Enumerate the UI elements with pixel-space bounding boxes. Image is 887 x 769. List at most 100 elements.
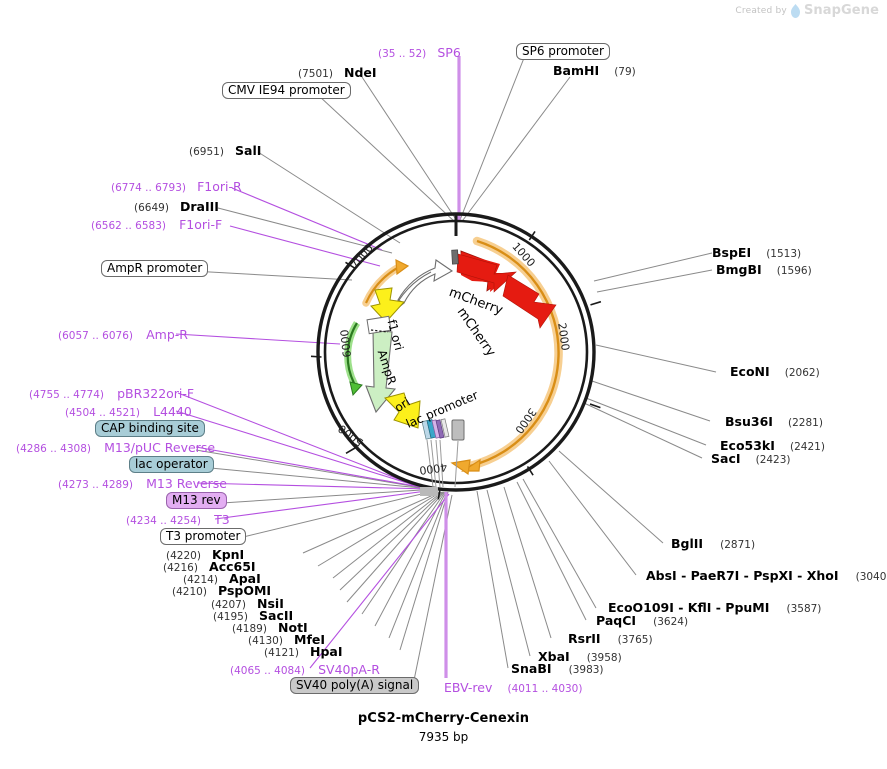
label-sp6-promoter[interactable]: SP6 promoter — [516, 43, 610, 60]
plasmid-size: 7935 bp — [418, 730, 469, 744]
ori-arrow — [384, 392, 421, 429]
bsu36i-enzyme: Bsu36I — [725, 414, 773, 429]
label-ndei[interactable]: (7501) NdeI — [298, 64, 377, 80]
sv40pa-r-name: SV40pA-R — [318, 662, 380, 677]
label-apai[interactable]: (4214) ApaI — [183, 570, 261, 586]
label-kpni[interactable]: (4220) KpnI — [166, 546, 244, 562]
paqci-position: (3624) — [653, 616, 689, 628]
rsrii-position: (3765) — [617, 634, 653, 646]
econi-enzyme: EcoNI — [730, 364, 770, 379]
pspomi-enzyme: PspOMI — [218, 583, 272, 598]
ebv-rev-name: EBV-rev — [444, 680, 493, 695]
label-sv40pa-r[interactable]: (4065 .. 4084) SV40pA-R — [230, 661, 380, 677]
label-cap-binding-site[interactable]: CAP binding site — [95, 420, 205, 437]
label-m13-reverse[interactable]: (4273 .. 4289) M13 Reverse — [58, 475, 227, 491]
yellow-arrow-upper — [370, 287, 405, 323]
pspomi-position: (4210) — [172, 586, 207, 598]
f1ori-r-position: (6774 .. 6793) — [111, 182, 186, 194]
label-mfei[interactable]: (4130) MfeI — [248, 631, 325, 647]
l4440-name: L4440 — [153, 404, 192, 419]
label-hpai[interactable]: (4121) HpaI — [264, 643, 343, 659]
xbai-enzyme: XbaI — [538, 649, 570, 664]
noti-enzyme: NotI — [278, 620, 308, 635]
label-bsu36i[interactable]: Bsu36I (2281) — [725, 413, 823, 429]
label-paqci[interactable]: PaqCI (3624) — [596, 612, 688, 628]
tick-label-6000: 6000 — [338, 328, 354, 358]
label-absi-group[interactable]: AbsI - PaeR7I - PspXI - XhoI (3040) — [646, 567, 887, 583]
label-pbr322ori-f[interactable]: (4755 .. 4774) pBR322ori-F — [29, 385, 194, 401]
sacii-position: (4195) — [213, 611, 248, 623]
l4440-position: (4504 .. 4521) — [65, 407, 140, 419]
label-sacii[interactable]: (4195) SacII — [213, 607, 293, 623]
label-t3-primer[interactable]: (4234 .. 4254) T3 — [126, 511, 230, 527]
watermark-created-by: Created by — [735, 5, 787, 16]
draiii-enzyme: DraIII — [180, 199, 219, 214]
amp-r-name: Amp-R — [146, 327, 188, 342]
rsrii-enzyme: RsrII — [568, 631, 601, 646]
bamhi-enzyme: BamHI — [553, 63, 600, 78]
hpai-position: (4121) — [264, 647, 299, 659]
label-cmv-ie94-promoter[interactable]: CMV IE94 promoter — [222, 82, 351, 99]
watermark-product: SnapGene — [803, 3, 879, 18]
draiii-position: (6649) — [134, 202, 169, 214]
f1ori-f-name: F1ori-F — [179, 217, 223, 232]
label-xbai[interactable]: XbaI (3958) — [538, 648, 622, 664]
absi-group-enzymes: AbsI - PaeR7I - PspXI - XhoI — [646, 568, 839, 583]
label-ebv-rev[interactable]: EBV-rev (4011 .. 4030) — [444, 679, 582, 695]
snabi-position: (3983) — [568, 664, 604, 676]
label-acc65i[interactable]: (4216) Acc65I — [163, 558, 256, 574]
label-eco53ki[interactable]: Eco53kI (2421) — [720, 437, 825, 453]
label-f1ori-r[interactable]: (6774 .. 6793) F1ori-R — [111, 178, 242, 194]
label-t3-promoter[interactable]: T3 promoter — [160, 528, 247, 545]
label-sp6-primer[interactable]: (35 .. 52) SP6 — [378, 44, 461, 60]
label-snabi[interactable]: SnaBI (3983) — [511, 660, 604, 676]
f1ori-f-position: (6562 .. 6583) — [91, 220, 166, 232]
ecoo109i-group-position: (3587) — [786, 603, 822, 615]
paqci-enzyme: PaqCI — [596, 613, 637, 628]
label-ecoo109i-group[interactable]: EcoO109I - KflI - PpuMI (3587) — [608, 599, 821, 615]
sp6-name: SP6 — [437, 45, 461, 60]
sacii-enzyme: SacII — [259, 608, 294, 623]
ruler-ticks — [310, 214, 602, 500]
bglii-position: (2871) — [720, 539, 756, 551]
label-m13-rev[interactable]: M13 rev — [166, 492, 227, 509]
mcs-converge-block — [420, 487, 438, 496]
label-bspei[interactable]: BspEI (1513) — [712, 244, 801, 260]
label-bglii[interactable]: BglII (2871) — [671, 535, 755, 551]
label-bmgbi[interactable]: BmgBI (1596) — [716, 261, 812, 277]
m13-reverse-position: (4273 .. 4289) — [58, 479, 133, 491]
sv40pa-r-position: (4065 .. 4084) — [230, 665, 305, 677]
label-lac-operator[interactable]: lac operator — [129, 456, 214, 473]
mfei-enzyme: MfeI — [294, 632, 326, 647]
label-f1ori-f[interactable]: (6562 .. 6583) F1ori-F — [91, 216, 222, 232]
f1ori-r-name: F1ori-R — [197, 179, 242, 194]
label-draiii[interactable]: (6649) DraIII — [134, 198, 219, 214]
pbr322ori-f-name: pBR322ori-F — [117, 386, 195, 401]
label-bamhi[interactable]: BamHI (79) — [553, 62, 636, 78]
mcs-feature-blocks — [421, 418, 465, 441]
label-sv40-polya-signal[interactable]: SV40 poly(A) signal — [290, 677, 420, 694]
pbr322ori-f-position: (4755 .. 4774) — [29, 389, 104, 401]
label-saci[interactable]: SacI (2423) — [711, 450, 791, 466]
m13-reverse-name: M13 Reverse — [146, 476, 228, 491]
label-ampr-promoter[interactable]: AmpR promoter — [101, 260, 209, 277]
label-l4440[interactable]: (4504 .. 4521) L4440 — [65, 403, 192, 419]
label-amp-r[interactable]: (6057 .. 6076) Amp-R — [58, 326, 188, 342]
label-noti[interactable]: (4189) NotI — [232, 619, 308, 635]
label-sali[interactable]: (6951) SalI — [189, 142, 261, 158]
label-pspomi[interactable]: (4210) PspOMI — [172, 582, 271, 598]
label-econi[interactable]: EcoNI (2062) — [730, 363, 820, 379]
econi-position: (2062) — [784, 367, 820, 379]
upper-left-orange-arrow — [362, 258, 410, 307]
sali-position: (6951) — [189, 146, 224, 158]
mcherry-cds-arrows — [451, 249, 557, 329]
sali-enzyme: SalI — [235, 143, 262, 158]
label-rsrii[interactable]: RsrII (3765) — [568, 630, 653, 646]
apai-position: (4214) — [183, 574, 218, 586]
label-m13-puc-reverse[interactable]: (4286 .. 4308) M13/pUC Reverse — [16, 439, 215, 455]
kpni-position: (4220) — [166, 550, 201, 562]
noti-position: (4189) — [232, 623, 267, 635]
ebv-rev-position: (4011 .. 4030) — [507, 683, 583, 695]
label-nsii[interactable]: (4207) NsiI — [211, 595, 284, 611]
